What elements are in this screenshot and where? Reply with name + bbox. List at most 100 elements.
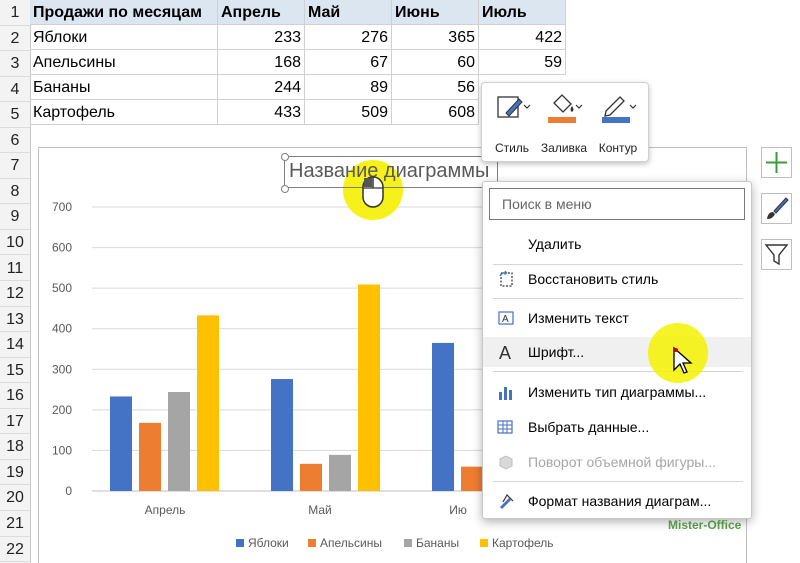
- y-tick-label: 500: [52, 281, 72, 295]
- row-header[interactable]: 10: [0, 230, 30, 256]
- cell-value[interactable]: 365: [392, 25, 479, 50]
- menu-search-input[interactable]: Поиск в меню: [489, 188, 745, 220]
- chart-filters-button[interactable]: [761, 239, 792, 270]
- select-data-icon: [497, 420, 513, 434]
- header-cell-july[interactable]: Июль: [479, 0, 566, 25]
- cell-value[interactable]: 67: [305, 50, 392, 75]
- legend-label[interactable]: Картофель: [492, 536, 554, 550]
- reset-style-icon: [499, 270, 513, 287]
- menu-item-edit-text[interactable]: A Изменить текст: [483, 303, 751, 333]
- fill-bucket-icon: [548, 94, 583, 123]
- cell-product[interactable]: Апельсины: [30, 50, 218, 75]
- row-header[interactable]: 7: [0, 153, 30, 179]
- legend-swatch: [404, 539, 412, 547]
- menu-item-font[interactable]: A Шрифт...: [483, 337, 751, 367]
- cell-value[interactable]: 422: [479, 25, 566, 50]
- resize-handle[interactable]: [281, 185, 289, 193]
- chart-title[interactable]: Название диаграммы: [289, 160, 490, 182]
- bar-0-0[interactable]: [110, 396, 132, 491]
- row-header[interactable]: 3: [0, 51, 30, 77]
- menu-item-reset-style[interactable]: Восстановить стиль: [483, 264, 751, 294]
- row-header[interactable]: 8: [0, 179, 30, 205]
- cell-value[interactable]: 56: [392, 75, 479, 100]
- row-header[interactable]: 17: [0, 409, 30, 435]
- x-tick-label: Май: [308, 503, 332, 517]
- menu-item-label: Выбрать данные...: [528, 419, 650, 435]
- format-title-icon: [500, 494, 514, 509]
- filter-funnel-icon: [764, 244, 789, 266]
- style-button[interactable]: Стиль: [486, 89, 538, 155]
- cell-value[interactable]: 233: [218, 25, 305, 50]
- cell-value[interactable]: 244: [218, 75, 305, 100]
- row-header[interactable]: 20: [0, 485, 30, 511]
- bar-0-2[interactable]: [168, 392, 190, 491]
- row-header[interactable]: 11: [0, 256, 30, 281]
- row-header[interactable]: 1: [0, 0, 30, 26]
- menu-item-label: Удалить: [528, 236, 582, 252]
- menu-item-format-title[interactable]: Формат названия диаграм...: [483, 486, 751, 516]
- y-tick-label: 200: [52, 403, 72, 417]
- row-header[interactable]: 22: [0, 537, 30, 563]
- y-tick-label: 400: [52, 322, 72, 336]
- chart-type-icon: [499, 387, 512, 400]
- bar-1-1[interactable]: [300, 463, 322, 491]
- menu-item-select-data[interactable]: Выбрать данные...: [483, 412, 751, 442]
- row-header[interactable]: 5: [0, 102, 30, 128]
- brush-icon: [767, 197, 789, 219]
- y-tick-label: 300: [52, 362, 72, 376]
- menu-item-change-chart-type[interactable]: Изменить тип диаграммы...: [483, 377, 751, 407]
- cell-product[interactable]: Бананы: [30, 75, 218, 100]
- menu-separator: [493, 298, 743, 299]
- row-header[interactable]: 16: [0, 383, 30, 409]
- menu-separator: [493, 264, 743, 265]
- cell-product[interactable]: Яблоки: [30, 25, 218, 50]
- bar-0-1[interactable]: [139, 422, 161, 491]
- outline-button[interactable]: Контур: [592, 89, 644, 155]
- cell-value[interactable]: 60: [392, 50, 479, 75]
- fill-button[interactable]: Заливка: [538, 89, 590, 155]
- menu-item-delete[interactable]: Удалить: [483, 229, 751, 259]
- cell-product[interactable]: Картофель: [30, 100, 218, 125]
- y-tick-label: 100: [52, 443, 72, 457]
- bar-0-3[interactable]: [197, 315, 219, 491]
- legend-label[interactable]: Бананы: [416, 536, 459, 550]
- cursor-arrow-icon: [673, 346, 693, 374]
- header-cell-may[interactable]: Май: [305, 0, 392, 25]
- chart-styles-button[interactable]: [761, 193, 792, 224]
- header-cell-april[interactable]: Апрель: [218, 0, 305, 25]
- row-header[interactable]: 19: [0, 460, 30, 486]
- row-header[interactable]: 12: [0, 281, 30, 307]
- legend-label[interactable]: Апельсины: [320, 536, 382, 550]
- cell-value[interactable]: 276: [305, 25, 392, 50]
- row-header[interactable]: 4: [0, 77, 30, 103]
- bar-1-3[interactable]: [358, 284, 380, 491]
- chart-elements-button[interactable]: [761, 147, 792, 178]
- fill-label: Заливка: [540, 141, 588, 155]
- row-header[interactable]: 14: [0, 332, 30, 358]
- row-header[interactable]: 15: [0, 358, 30, 384]
- mouse-icon: [362, 176, 384, 208]
- cell-value[interactable]: 509: [305, 100, 392, 125]
- cell-value[interactable]: 59: [479, 50, 566, 75]
- row-headers: 1 2 3 4 5 6 7 8 9 10 11 12 13 14 15 16 17 18 19 20 21 22: [0, 0, 31, 563]
- row-header[interactable]: 21: [0, 511, 30, 537]
- cell-value[interactable]: 433: [218, 100, 305, 125]
- header-cell-june[interactable]: Июнь: [392, 0, 479, 25]
- row-header[interactable]: 18: [0, 434, 30, 460]
- resize-handle[interactable]: [281, 153, 289, 161]
- row-header[interactable]: 13: [0, 307, 30, 333]
- row-header[interactable]: 6: [0, 128, 30, 154]
- bar-1-0[interactable]: [271, 379, 293, 491]
- legend-label[interactable]: Яблоки: [248, 536, 289, 550]
- header-cell-title[interactable]: Продажи по месяцам: [30, 0, 218, 25]
- cell-value[interactable]: 608: [392, 100, 479, 125]
- cell-value[interactable]: 168: [218, 50, 305, 75]
- cell-value[interactable]: 89: [305, 75, 392, 100]
- row-header[interactable]: 9: [0, 204, 30, 230]
- bar-2-1[interactable]: [461, 466, 483, 491]
- format-mini-toolbar: Стиль Заливка Контур: [481, 82, 649, 162]
- chart-title-box[interactable]: [284, 156, 498, 188]
- row-header[interactable]: 2: [0, 26, 30, 52]
- bar-1-2[interactable]: [329, 454, 351, 491]
- bar-2-0[interactable]: [432, 342, 454, 491]
